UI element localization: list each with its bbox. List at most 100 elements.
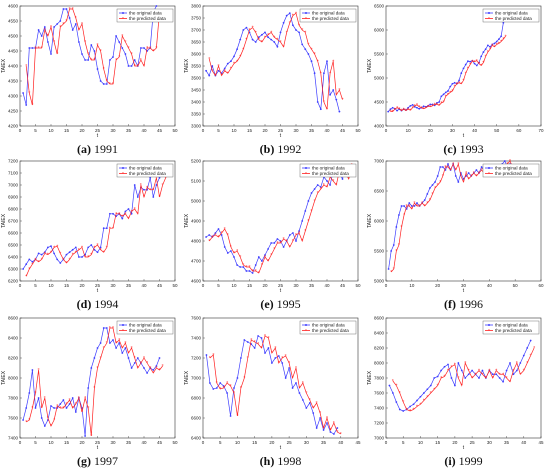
original-point bbox=[53, 252, 55, 255]
predicted-point: * bbox=[130, 209, 133, 215]
original-point bbox=[451, 82, 454, 85]
predicted-point: * bbox=[146, 361, 149, 367]
legend-predicted-label: the predicted data bbox=[129, 16, 166, 21]
original-point bbox=[31, 369, 34, 371]
predicted-point: * bbox=[230, 245, 233, 251]
predicted-point: * bbox=[519, 372, 522, 378]
original-point bbox=[481, 369, 484, 372]
predicted-point: * bbox=[220, 73, 223, 79]
predicted-point: * bbox=[37, 259, 40, 265]
y-tick-label: 7600 bbox=[191, 316, 202, 321]
x-tick-label: 0 bbox=[385, 128, 388, 133]
original-point bbox=[254, 264, 257, 266]
predicted-point: * bbox=[212, 353, 215, 359]
original-point bbox=[522, 354, 525, 357]
original-point bbox=[226, 252, 229, 254]
predicted-point: * bbox=[96, 243, 99, 249]
predicted-point: * bbox=[485, 376, 488, 382]
original-point bbox=[281, 362, 284, 364]
original-point bbox=[124, 347, 127, 349]
predicted-point: * bbox=[493, 44, 496, 50]
predicted-point: * bbox=[437, 383, 440, 389]
original-point bbox=[251, 272, 254, 274]
original-point bbox=[118, 342, 121, 344]
y-tick-label: 7000 bbox=[191, 376, 202, 381]
x-tick-label: 15 bbox=[435, 440, 441, 445]
predicted-point: * bbox=[242, 47, 245, 53]
predicted-point: * bbox=[498, 41, 501, 47]
y-tick-label: 7200 bbox=[374, 421, 385, 426]
original-point bbox=[329, 184, 331, 186]
predicted-point: * bbox=[99, 247, 102, 253]
predicted-point: * bbox=[240, 386, 243, 392]
predicted-point: * bbox=[245, 37, 248, 43]
original-point bbox=[81, 53, 83, 55]
y-tick-label: 7000 bbox=[374, 159, 385, 164]
original-point bbox=[288, 367, 291, 369]
predicted-point: * bbox=[264, 35, 267, 41]
plot-frame bbox=[385, 317, 542, 439]
original-point bbox=[429, 187, 431, 189]
original-point bbox=[410, 205, 413, 207]
y-tick-label: 3750 bbox=[191, 16, 202, 21]
original-point bbox=[431, 184, 434, 186]
predicted-point: * bbox=[103, 67, 106, 73]
y-tick-label: 7400 bbox=[374, 406, 385, 411]
original-point bbox=[65, 253, 68, 256]
original-point bbox=[205, 69, 208, 72]
predicted-point: * bbox=[408, 204, 411, 210]
original-point bbox=[460, 369, 463, 372]
original-point bbox=[467, 172, 470, 174]
predicted-point: * bbox=[423, 398, 426, 404]
predicted-point: * bbox=[44, 28, 47, 34]
predicted-point: * bbox=[416, 102, 419, 108]
x-tick-label: 10 bbox=[231, 283, 237, 288]
predicted-point: * bbox=[118, 338, 121, 344]
original-point bbox=[149, 176, 152, 179]
predicted-point: * bbox=[421, 201, 424, 207]
original-point bbox=[429, 384, 432, 387]
predicted-point: * bbox=[452, 162, 455, 168]
predicted-point: * bbox=[467, 66, 470, 72]
predicted-point: * bbox=[276, 241, 279, 247]
predicted-point: * bbox=[227, 233, 230, 239]
original-point bbox=[25, 263, 28, 266]
original-point bbox=[307, 200, 310, 202]
original-point bbox=[246, 341, 249, 343]
predicted-point: * bbox=[500, 39, 503, 45]
chart-1996: 0 10 20 30 40 50 60 5000 5500 6000 6500 7000 t TAIEX *… bbox=[367, 159, 544, 312]
predicted-point: * bbox=[329, 175, 332, 181]
predicted-point: * bbox=[332, 179, 335, 185]
predicted-point: * bbox=[473, 59, 476, 65]
predicted-point: * bbox=[475, 174, 478, 180]
predicted-point: * bbox=[485, 54, 488, 60]
predicted-point: * bbox=[439, 180, 442, 186]
chart-caption: (g) 1997 bbox=[77, 454, 118, 468]
predicted-point: * bbox=[41, 257, 44, 263]
original-point bbox=[319, 186, 322, 188]
predicted-point: * bbox=[109, 226, 112, 232]
original-point bbox=[155, 365, 158, 367]
x-tick-label: 35 bbox=[321, 440, 327, 445]
original-point bbox=[28, 258, 31, 261]
predicted-point: * bbox=[431, 103, 434, 109]
original-point bbox=[109, 59, 111, 61]
predicted-point: * bbox=[509, 159, 512, 165]
original-point bbox=[493, 42, 496, 45]
original-point bbox=[133, 184, 136, 186]
predicted-point: * bbox=[512, 368, 515, 374]
predicted-point: * bbox=[87, 406, 90, 412]
original-point bbox=[292, 24, 294, 27]
legend-box bbox=[482, 320, 540, 335]
y-tick-label: 3550 bbox=[191, 64, 202, 69]
predicted-point: * bbox=[338, 88, 341, 94]
original-point bbox=[267, 347, 270, 349]
legend-box bbox=[116, 163, 174, 178]
original-point bbox=[460, 72, 463, 75]
y-tick-label: 5000 bbox=[374, 279, 385, 284]
x-tick-label: 35 bbox=[126, 440, 132, 445]
predicted-point: * bbox=[437, 183, 440, 189]
x-tick-label: 70 bbox=[538, 128, 544, 133]
y-tick-label: 8400 bbox=[374, 331, 385, 336]
predicted-point: * bbox=[258, 271, 261, 277]
